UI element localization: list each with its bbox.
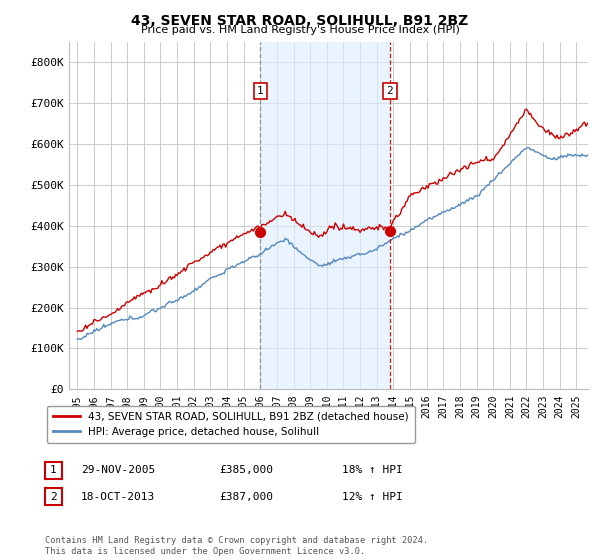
Text: £385,000: £385,000 — [219, 465, 273, 475]
Text: 12% ↑ HPI: 12% ↑ HPI — [342, 492, 403, 502]
Legend: 43, SEVEN STAR ROAD, SOLIHULL, B91 2BZ (detached house), HPI: Average price, det: 43, SEVEN STAR ROAD, SOLIHULL, B91 2BZ (… — [47, 405, 415, 444]
Bar — [260, 42, 390, 389]
Point — [256, 227, 265, 236]
Text: Contains HM Land Registry data © Crown copyright and database right 2024.
This d: Contains HM Land Registry data © Crown c… — [45, 536, 428, 556]
Text: 43, SEVEN STAR ROAD, SOLIHULL, B91 2BZ: 43, SEVEN STAR ROAD, SOLIHULL, B91 2BZ — [131, 14, 469, 28]
Text: 18-OCT-2013: 18-OCT-2013 — [81, 492, 155, 502]
Text: £387,000: £387,000 — [219, 492, 273, 502]
Text: 29-NOV-2005: 29-NOV-2005 — [81, 465, 155, 475]
Text: 1: 1 — [257, 86, 263, 96]
Point — [385, 227, 395, 236]
Text: 2: 2 — [50, 492, 57, 502]
Text: 2: 2 — [386, 86, 393, 96]
Text: 18% ↑ HPI: 18% ↑ HPI — [342, 465, 403, 475]
Text: 1: 1 — [50, 465, 57, 475]
Text: Price paid vs. HM Land Registry's House Price Index (HPI): Price paid vs. HM Land Registry's House … — [140, 25, 460, 35]
